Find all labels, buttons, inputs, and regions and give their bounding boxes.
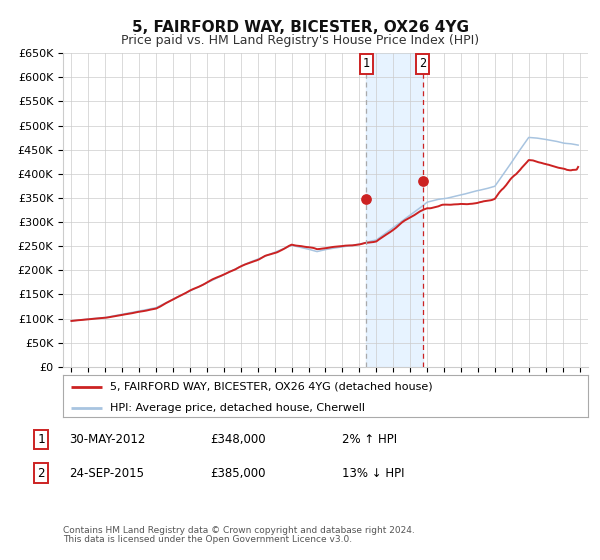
- Text: £348,000: £348,000: [210, 433, 266, 446]
- Text: This data is licensed under the Open Government Licence v3.0.: This data is licensed under the Open Gov…: [63, 535, 352, 544]
- Bar: [367, 53, 422, 367]
- Point: [362, 194, 371, 203]
- Text: Price paid vs. HM Land Registry's House Price Index (HPI): Price paid vs. HM Land Registry's House …: [121, 34, 479, 46]
- Text: 5, FAIRFORD WAY, BICESTER, OX26 4YG: 5, FAIRFORD WAY, BICESTER, OX26 4YG: [131, 20, 469, 35]
- Text: 2: 2: [419, 57, 426, 71]
- Text: 13% ↓ HPI: 13% ↓ HPI: [342, 466, 404, 480]
- Text: 1: 1: [37, 433, 44, 446]
- Text: 30-MAY-2012: 30-MAY-2012: [69, 433, 145, 446]
- Text: 1: 1: [363, 57, 370, 71]
- Text: £385,000: £385,000: [210, 466, 265, 480]
- Text: HPI: Average price, detached house, Cherwell: HPI: Average price, detached house, Cher…: [110, 403, 365, 413]
- Text: 2% ↑ HPI: 2% ↑ HPI: [342, 433, 397, 446]
- Text: Contains HM Land Registry data © Crown copyright and database right 2024.: Contains HM Land Registry data © Crown c…: [63, 526, 415, 535]
- Text: 24-SEP-2015: 24-SEP-2015: [69, 466, 144, 480]
- Text: 5, FAIRFORD WAY, BICESTER, OX26 4YG (detached house): 5, FAIRFORD WAY, BICESTER, OX26 4YG (det…: [110, 382, 433, 392]
- Text: 2: 2: [37, 466, 44, 480]
- Point: [418, 176, 427, 185]
